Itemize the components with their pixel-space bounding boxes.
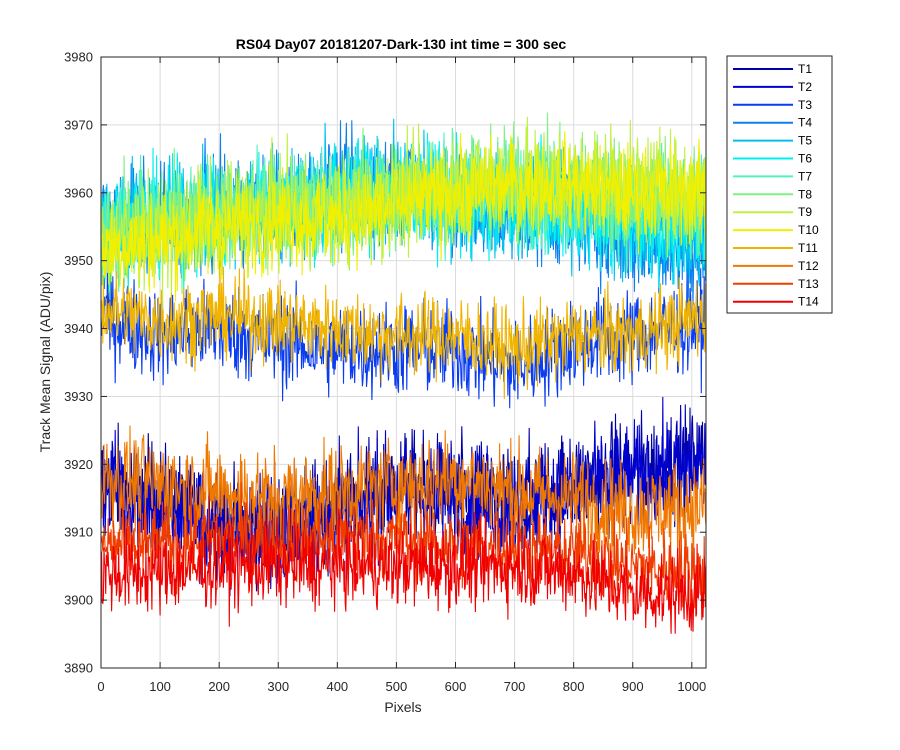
series-layer (100, 112, 707, 634)
y-tick-label: 3960 (64, 185, 93, 200)
x-tick-label: 500 (386, 679, 408, 694)
series-line-t13 (100, 482, 707, 615)
legend-label-t12: T12 (798, 259, 819, 273)
legend-label-t6: T6 (798, 152, 812, 166)
x-tick-label: 900 (622, 679, 644, 694)
legend: T1 T2 T3 T4 T5 T6 T7 T8 T9 T10 T11 T12 T13 T14 (726, 55, 833, 314)
legend-label-t2: T2 (798, 80, 812, 94)
y-tick-label: 3950 (64, 253, 93, 268)
y-tick-label: 3980 (64, 50, 93, 65)
x-tick-label: 0 (97, 679, 104, 694)
legend-label-t3: T3 (798, 98, 812, 112)
y-tick-label: 3970 (64, 117, 93, 132)
legend-label-t13: T13 (798, 277, 819, 291)
legend-label-t8: T8 (798, 187, 812, 201)
y-tick-label: 3910 (64, 525, 93, 540)
legend-label-t14: T14 (798, 295, 819, 309)
x-tick-label: 800 (563, 679, 585, 694)
y-tick-label: 3930 (64, 389, 93, 404)
x-tick-label: 300 (267, 679, 289, 694)
x-tick-label: 1000 (677, 679, 706, 694)
y-axis: 3890 3900 3910 3920 3930 3940 3950 3960 3970 3980 (64, 50, 706, 676)
y-tick-label: 3890 (64, 661, 93, 676)
plot-area: 0 100 200 300 400 500 600 700 800 900 1000 3890 390… (64, 50, 707, 694)
series-line-t3 (100, 250, 707, 409)
y-tick-label: 3920 (64, 457, 93, 472)
legend-label-t7: T7 (798, 169, 812, 183)
legend-label-t5: T5 (798, 134, 812, 148)
legend-box (726, 55, 833, 314)
series-line-t10 (100, 131, 707, 302)
legend-label-t9: T9 (798, 205, 812, 219)
legend-label-t1: T1 (798, 62, 812, 76)
chart-title: RS04 Day07 20181207-Dark-130 int time = … (236, 36, 567, 52)
legend-label-t11: T11 (798, 241, 818, 255)
x-tick-label: 100 (149, 679, 171, 694)
y-tick-label: 3900 (64, 593, 93, 608)
x-tick-label: 400 (326, 679, 348, 694)
series-line-t12 (100, 425, 707, 565)
legend-label-t4: T4 (798, 116, 812, 130)
legend-label-t10: T10 (798, 223, 819, 237)
x-axis: 0 100 200 300 400 500 600 700 800 900 1000 (97, 57, 706, 694)
series-line-t14 (100, 506, 707, 634)
x-tick-label: 200 (208, 679, 230, 694)
x-axis-label: Pixels (384, 699, 421, 715)
x-tick-label: 700 (504, 679, 526, 694)
series-line-t11 (100, 260, 707, 400)
y-tick-label: 3940 (64, 321, 93, 336)
x-tick-label: 600 (445, 679, 467, 694)
y-axis-label: Track Mean Signal (ADU/pix) (37, 272, 53, 453)
plot-frame (100, 56, 707, 669)
